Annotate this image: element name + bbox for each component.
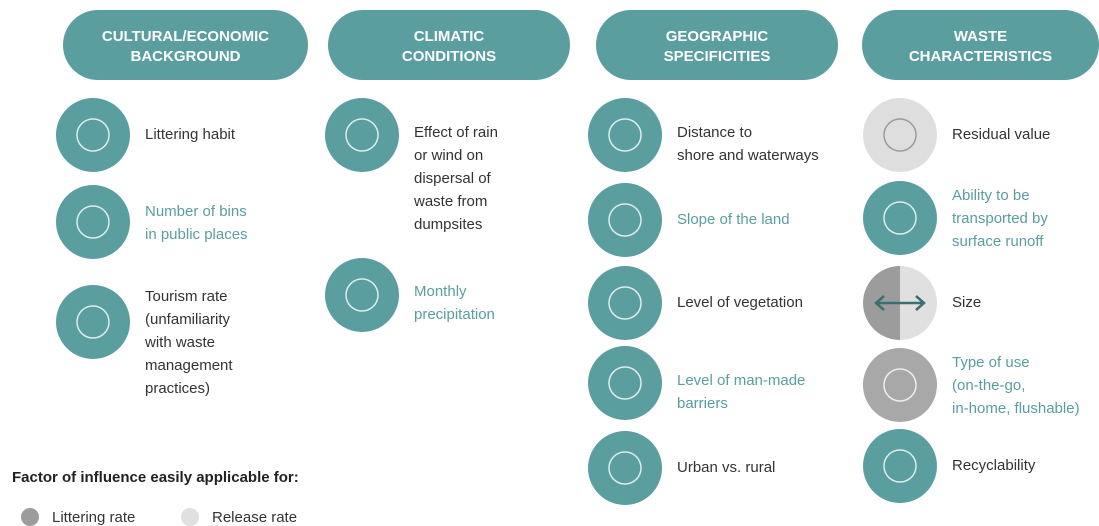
header-text: WASTE [954, 28, 1007, 45]
item-label: (unfamiliarity [145, 311, 231, 328]
icon-circle [56, 98, 130, 172]
icon-circle [588, 346, 662, 420]
icon-glyph [608, 118, 642, 152]
item-label: waste from [413, 193, 487, 210]
item-label: Effect of rain [414, 124, 498, 141]
item-label: Urban vs. rural [677, 459, 775, 476]
icon-circle [56, 285, 130, 359]
icon-glyph [883, 449, 917, 483]
item-label: shore and waterways [677, 147, 819, 164]
icon-circle [863, 181, 937, 255]
item-label: Littering habit [145, 126, 236, 143]
item-label: Level of man-made [677, 372, 805, 389]
icon-circle [325, 98, 399, 172]
legend-label: Littering rate [52, 509, 135, 526]
legend-title: Factor of influence easily applicable fo… [12, 469, 299, 486]
item-label: Size [952, 294, 981, 311]
item-label: Recyclability [952, 457, 1036, 474]
item-label: Monthly [414, 283, 467, 300]
header-pill [862, 10, 1099, 80]
legend-label: Release rate [212, 509, 297, 526]
icon-circle [863, 429, 937, 503]
icon-circle [588, 183, 662, 257]
icon-circle [56, 185, 130, 259]
icon-glyph [345, 118, 379, 152]
icon-glyph [608, 366, 642, 400]
item-label: barriers [677, 395, 728, 412]
legend-swatch [21, 508, 39, 526]
item-label: Tourism rate [145, 288, 228, 305]
header-text: CHARACTERISTICS [909, 48, 1052, 65]
icon-circle [325, 258, 399, 332]
header-pill [596, 10, 838, 80]
item-label: surface runoff [952, 233, 1044, 250]
header-pill [63, 10, 308, 80]
icon-glyph [608, 451, 642, 485]
item-label: dumpsites [414, 216, 482, 233]
icon-glyph [76, 205, 110, 239]
header-text: CLIMATIC [414, 28, 485, 45]
icon-glyph [874, 295, 926, 311]
header-text: GEOGRAPHIC [666, 28, 769, 45]
header-text: CULTURAL/ECONOMIC [102, 28, 269, 45]
icon-glyph [345, 278, 379, 312]
item-label: Number of bins [145, 203, 247, 220]
icon-circle [588, 98, 662, 172]
item-label: with waste [144, 334, 215, 351]
icon-glyph [76, 118, 110, 152]
header-text: SPECIFICITIES [664, 48, 771, 65]
icon-circle [588, 431, 662, 505]
icon-glyph [76, 305, 110, 339]
item-label: Ability to be [952, 187, 1030, 204]
header-text: CONDITIONS [402, 48, 496, 65]
item-label: dispersal of [414, 170, 492, 187]
item-label: Distance to [677, 124, 752, 141]
item-label: Residual value [952, 126, 1050, 143]
icon-circle [863, 98, 937, 172]
item-label: or wind on [414, 147, 483, 164]
item-label: (on-the-go, [952, 377, 1025, 394]
icon-glyph [883, 368, 917, 402]
icon-circle [863, 348, 937, 422]
item-label: precipitation [414, 306, 495, 323]
icon-glyph [883, 201, 917, 235]
item-label: Level of vegetation [677, 294, 803, 311]
icon-glyph [608, 203, 642, 237]
item-label: in public places [145, 226, 248, 243]
icon-glyph [608, 286, 642, 320]
item-label: Type of use [952, 354, 1030, 371]
item-label: in-home, flushable) [952, 400, 1080, 417]
icon-circle [588, 266, 662, 340]
item-label: management [145, 357, 233, 374]
item-label: transported by [952, 210, 1048, 227]
icon-glyph [883, 118, 917, 152]
item-label: Slope of the land [677, 211, 790, 228]
header-text: BACKGROUND [131, 48, 241, 65]
header-pill [328, 10, 570, 80]
legend-swatch [181, 508, 199, 526]
item-label: practices) [145, 380, 210, 397]
